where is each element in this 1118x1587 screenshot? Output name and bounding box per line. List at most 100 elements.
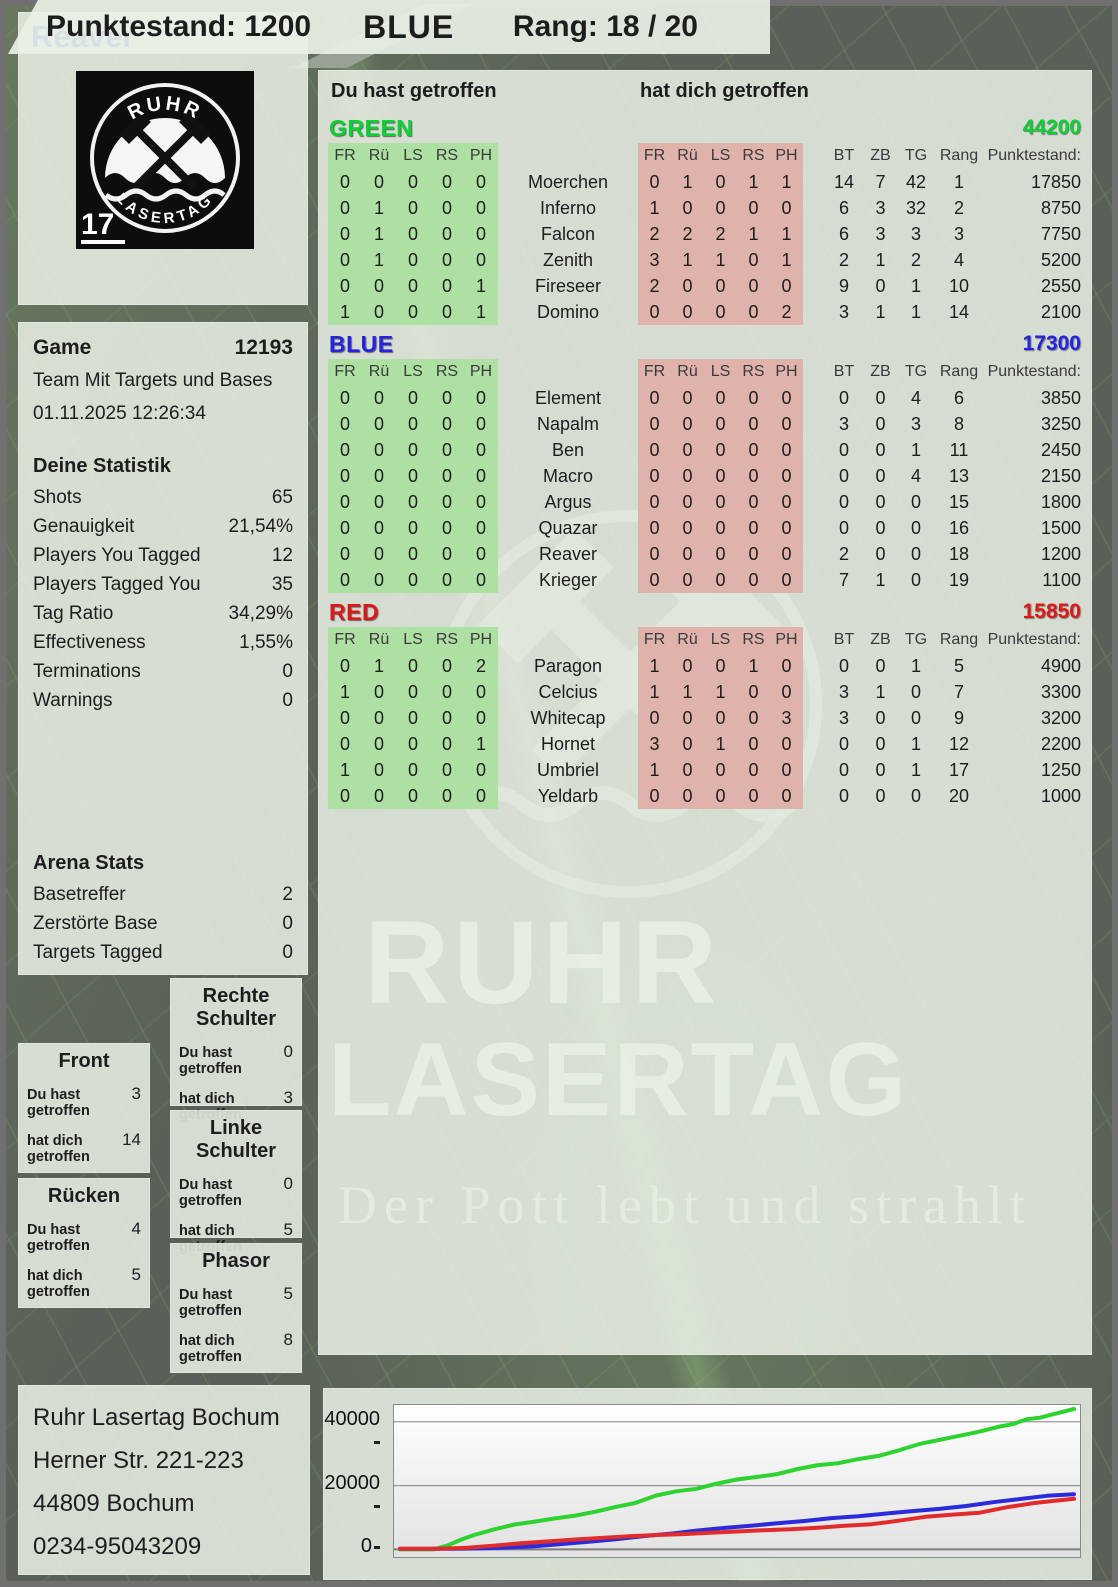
you-hit-value: 0 — [396, 567, 430, 593]
them-hit-value: 0 — [770, 385, 803, 411]
tg-value: 0 — [910, 707, 921, 728]
team-name: GREEN — [329, 114, 414, 141]
col-header-you: PH — [464, 143, 498, 169]
zb-value: 3 — [875, 223, 886, 244]
you-hit-value: 0 — [328, 385, 362, 411]
you-hit-value: 0 — [430, 515, 464, 541]
you-hit-value: 0 — [464, 385, 498, 411]
col-header-them: LS — [704, 143, 737, 169]
player-row: 0 0 0 0 0 Krieger 0 0 0 0 0 7 1 0 19 1100 — [319, 567, 1091, 593]
you-hit-value: 1 — [464, 273, 498, 299]
bt-value: 6 — [838, 223, 849, 244]
them-hit-value: 0 — [737, 679, 770, 705]
player-row: 0 0 0 0 0 Whitecap 0 0 0 0 3 3 0 0 9 3200 — [319, 705, 1091, 731]
stat-label: Genauigkeit — [33, 515, 135, 537]
col-header-them: LS — [704, 627, 737, 653]
zone-them-label: hat dich getroffen — [179, 1333, 242, 1365]
them-hit-value: 0 — [737, 705, 770, 731]
them-hit-value: 0 — [704, 541, 737, 567]
you-hit-value: 0 — [430, 731, 464, 757]
tg-value: 4 — [910, 387, 921, 408]
zb-value: 0 — [875, 517, 886, 538]
col-header-you: RS — [430, 627, 464, 653]
zb-value: 0 — [875, 491, 886, 512]
them-hit-value: 0 — [671, 515, 704, 541]
player-row: 0 1 0 0 2 Paragon 1 0 0 1 0 0 0 1 5 4900 — [319, 653, 1091, 679]
punktestand-value: 4900 — [1040, 655, 1081, 676]
series-green — [398, 1407, 1076, 1552]
you-hit-value: 0 — [328, 567, 362, 593]
tg-value: 3 — [910, 223, 921, 244]
player-row: 0 0 0 0 0 Ben 0 0 0 0 0 0 0 1 11 2450 — [319, 437, 1091, 463]
them-hit-value: 1 — [638, 195, 671, 221]
them-hit-value: 2 — [704, 221, 737, 247]
you-hit-value: 0 — [396, 783, 430, 809]
col-header-you: LS — [396, 359, 430, 385]
them-hit-value: 0 — [704, 705, 737, 731]
tg-value: 0 — [910, 543, 921, 564]
zone-them-value: 5 — [283, 1220, 293, 1239]
you-hit-value: 0 — [328, 783, 362, 809]
col-header-them: Rü — [671, 143, 704, 169]
team-title-row: RED 15850 — [319, 597, 1091, 627]
them-hit-value: 0 — [737, 463, 770, 489]
them-hit-value: 2 — [770, 299, 803, 325]
zone-you-value: 0 — [283, 1174, 293, 1193]
them-hit-value: 0 — [704, 489, 737, 515]
bt-value: 0 — [838, 465, 849, 486]
rang-value: 19 — [948, 569, 970, 590]
col-header-you: FR — [328, 143, 362, 169]
tg-value: 0 — [910, 569, 921, 590]
them-hit-value: 0 — [770, 783, 803, 809]
them-hit-value: 1 — [704, 679, 737, 705]
col-header-bt: BT — [833, 631, 855, 648]
them-hit-value: 0 — [737, 567, 770, 593]
you-hit-value: 0 — [396, 273, 430, 299]
zone-phasor: Phasor Du hast getroffen 5 hat dich getro… — [170, 1243, 302, 1373]
them-hit-value: 0 — [704, 515, 737, 541]
address-line: 0234-95043209 — [33, 1532, 202, 1560]
them-hit-value: 0 — [770, 653, 803, 679]
them-hit-value: 0 — [638, 299, 671, 325]
punktestand-value: 8750 — [1040, 197, 1081, 218]
you-hit-value: 0 — [464, 221, 498, 247]
you-hit-value: 0 — [362, 273, 396, 299]
col-header-you: Rü — [362, 627, 396, 653]
col-header-rang: Rang — [939, 147, 979, 164]
you-hit-value: 0 — [430, 653, 464, 679]
col-header-you: FR — [328, 359, 362, 385]
them-hit-value: 0 — [737, 273, 770, 299]
rang-value: 2 — [953, 197, 964, 218]
you-hit-value: 0 — [464, 757, 498, 783]
col-header-you: LS — [396, 627, 430, 653]
them-hit-value: 0 — [770, 757, 803, 783]
zone-them-value: 3 — [283, 1088, 293, 1107]
team-column-header: FR Rü LS RS PH FR Rü LS RS PH BT ZB TG Rang Punktestan… — [319, 359, 1091, 385]
stat-label: Targets Tagged — [33, 941, 163, 963]
player-name-cell: Domino — [536, 301, 600, 322]
player-name-cell: Inferno — [539, 197, 597, 218]
stat-row: Effectiveness 1,55% — [33, 628, 293, 657]
you-hit-value: 1 — [362, 247, 396, 273]
them-hit-value: 0 — [638, 705, 671, 731]
them-hit-value: 0 — [671, 195, 704, 221]
col-header-punktestand: Punktestand: — [987, 631, 1081, 648]
them-hit-value: 1 — [638, 679, 671, 705]
you-hit-value: 0 — [328, 437, 362, 463]
punktestand-value: 2200 — [1040, 733, 1081, 754]
col-header-them: Rü — [671, 627, 704, 653]
them-hit-value: 1 — [671, 247, 704, 273]
col-header-bt: BT — [833, 363, 855, 380]
them-hit-value: 2 — [671, 221, 704, 247]
stat-label: Warnings — [33, 689, 113, 711]
series-blue — [398, 1492, 1076, 1551]
zone-ruecken: Rücken Du hast getroffen 4 hat dich getro… — [18, 1178, 150, 1308]
you-hit-value: 1 — [328, 679, 362, 705]
them-hit-value: 0 — [737, 247, 770, 273]
punktestand-value: 3300 — [1040, 681, 1081, 702]
bt-value: 0 — [838, 387, 849, 408]
player-name-cell: Paragon — [533, 655, 603, 676]
you-hit-value: 0 — [430, 679, 464, 705]
them-hit-value: 0 — [737, 437, 770, 463]
them-hit-value: 0 — [737, 515, 770, 541]
